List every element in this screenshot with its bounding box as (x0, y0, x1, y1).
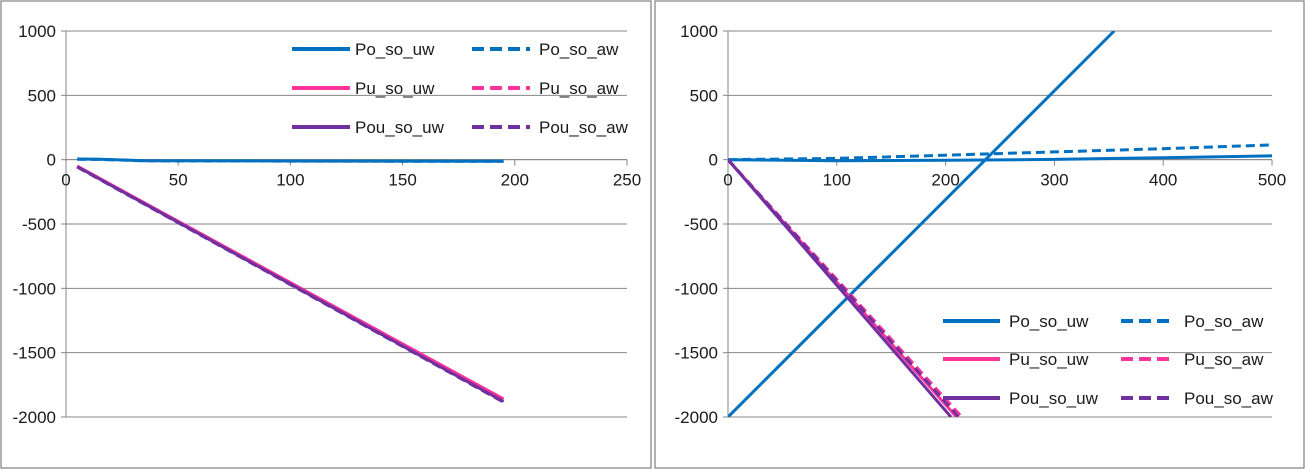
x-tick-label: 100 (823, 171, 851, 190)
x-tick-label: 0 (61, 171, 70, 190)
legend-label: Pu_so_aw (539, 79, 619, 98)
legend-label: Po_so_uw (355, 40, 435, 59)
chart-frame (654, 0, 1305, 469)
legend-label: Pou_so_aw (539, 118, 629, 137)
legend-label: Po_so_uw (1009, 312, 1089, 331)
series-line-pou-so-aw (76, 165, 505, 404)
x-tick-label: 200 (501, 171, 529, 190)
legend-label: Pou_so_aw (1184, 389, 1274, 408)
chart-right: 1000 500 0 -500 -1000 -1500 -2000 0 100 200 300 400… (654, 0, 1305, 469)
x-tick-label: 250 (613, 171, 641, 190)
x-tick-label: 100 (276, 171, 304, 190)
legend-label: Pu_so_uw (355, 79, 435, 98)
x-tick-label: 50 (169, 171, 188, 190)
legend-label: Pou_so_uw (1009, 389, 1099, 408)
legend-label: Pou_so_uw (355, 118, 445, 137)
y-tick-label: 0 (47, 151, 56, 170)
chart-frame (0, 0, 652, 469)
series-line-po-so-uw (728, 31, 1116, 417)
y-tick-label: 500 (28, 86, 56, 105)
x-tick-label: 150 (388, 171, 416, 190)
y-tick-label: -500 (22, 215, 56, 234)
chart-left: 1000 500 0 -500 -1000 -1500 -2000 0 50 100 150 200 2… (0, 0, 652, 469)
legend: Po_so_uw Po_so_aw Pu_so_uw Pu_so_aw Pou_so_u… (292, 40, 629, 137)
y-tick-label: -500 (684, 215, 718, 234)
legend-label: Pu_so_uw (1009, 350, 1089, 369)
y-tick-label: -1500 (13, 344, 56, 363)
legend-label: Pu_so_aw (1184, 350, 1264, 369)
y-tick-label: 0 (709, 151, 718, 170)
y-tick-label: -2000 (13, 408, 56, 427)
y-tick-label: -1500 (675, 344, 718, 363)
y-tick-label: -1000 (13, 279, 56, 298)
x-tick-label: 500 (1258, 171, 1286, 190)
x-tick-label: 0 (723, 171, 732, 190)
y-tick-label: 1000 (18, 22, 56, 41)
legend-label: Po_so_aw (1184, 312, 1264, 331)
x-tick-label: 200 (931, 171, 959, 190)
y-tick-label: 1000 (680, 22, 718, 41)
y-tick-label: -2000 (675, 408, 718, 427)
series-line-po-so-aw (728, 143, 1272, 162)
y-tick-label: -1000 (675, 279, 718, 298)
series-line-po-so-uw (728, 154, 1272, 163)
y-tick-label: 500 (690, 86, 718, 105)
legend-label: Po_so_aw (539, 40, 619, 59)
series-line-pou-so-aw (728, 158, 960, 417)
series-line-po-so-aw (77, 157, 504, 163)
x-tick-label: 300 (1040, 171, 1068, 190)
legend: Po_so_uw Po_so_aw Pu_so_uw Pu_so_aw Pou_so_u… (943, 312, 1274, 408)
x-tick-label: 400 (1149, 171, 1177, 190)
